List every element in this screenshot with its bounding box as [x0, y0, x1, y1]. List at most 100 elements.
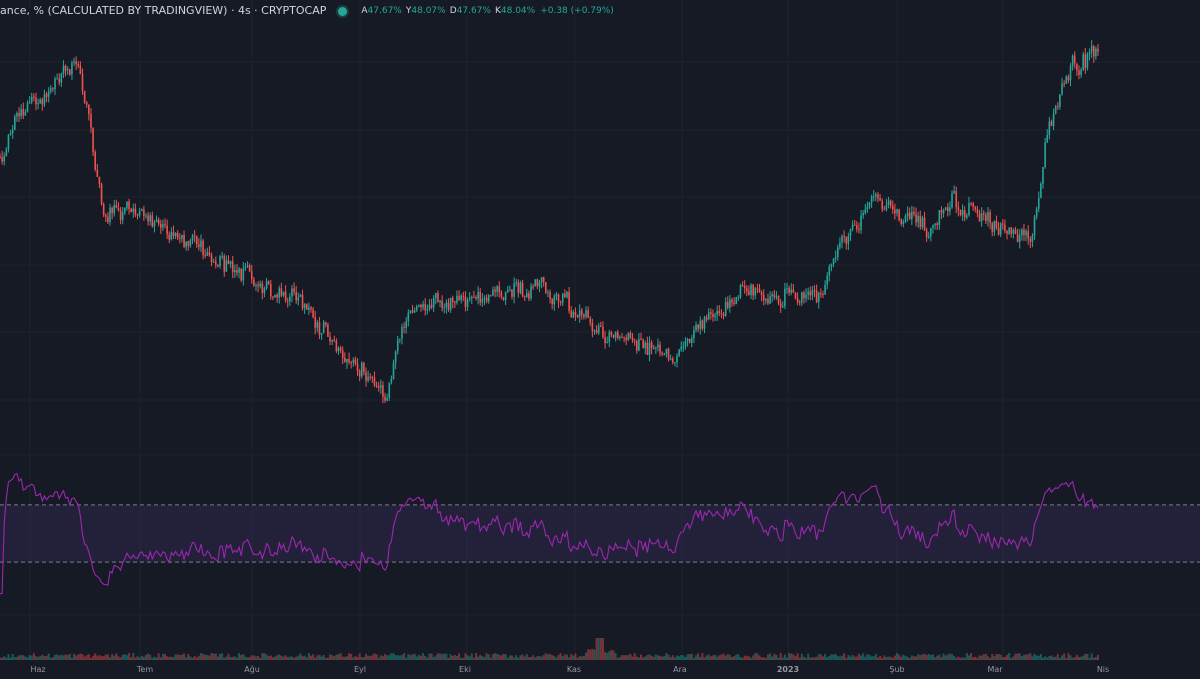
time-axis-label[interactable]: Eki [459, 665, 471, 674]
candle-body [1037, 197, 1040, 209]
volume-bar [538, 655, 541, 660]
volume-bar [796, 653, 799, 660]
candle-body [41, 99, 44, 105]
candle-body [168, 234, 171, 240]
time-axis-label[interactable]: Ara [673, 665, 687, 674]
volume-pane[interactable] [0, 638, 1099, 660]
time-axis-label[interactable]: Eyl [354, 665, 366, 674]
volume-bar [405, 657, 408, 660]
candle-body [631, 337, 634, 341]
volume-bar [1063, 653, 1066, 660]
time-axis-label[interactable]: Tem [136, 665, 153, 674]
volume-bar [223, 657, 226, 660]
candle-body [1057, 106, 1059, 108]
volume-bar [631, 656, 634, 660]
candle-body [1046, 135, 1049, 143]
candle-body [384, 396, 386, 401]
rsi-pane[interactable] [0, 472, 1200, 595]
candle-body [1073, 55, 1076, 64]
candle-body [128, 201, 130, 209]
time-axis[interactable]: Haz Tem Ağu Eyl Eki Kas Ara 2023 Şub Mar Nis [30, 665, 1109, 674]
candle-body [60, 73, 63, 83]
volume-bar [367, 655, 370, 660]
candle-body [98, 176, 101, 184]
volume-bar [434, 655, 437, 660]
candle-body [282, 291, 285, 296]
candle-body [792, 289, 795, 293]
volume-bar [504, 654, 507, 660]
candle-body [902, 221, 905, 225]
volume-bar [316, 655, 319, 660]
volume-bar [819, 654, 822, 660]
candle-body [5, 149, 8, 156]
candle-body [682, 346, 685, 348]
candle-body [995, 220, 998, 228]
candle-body [236, 270, 238, 273]
candle-body [726, 302, 729, 308]
time-axis-label[interactable]: Nis [1097, 665, 1109, 674]
candle-body [595, 329, 598, 333]
candle-body [538, 282, 541, 287]
candle-body [1021, 229, 1023, 236]
candle-body [113, 204, 116, 214]
volume-bar [523, 656, 526, 660]
time-axis-label[interactable]: Ağu [244, 665, 260, 674]
candle-body [369, 376, 372, 378]
volume-bar [358, 653, 361, 660]
volume-bar [714, 654, 717, 660]
symbol-title[interactable]: ance, % (CALCULATED BY TRADINGVIEW) · 4s… [0, 4, 327, 17]
volume-bar [851, 655, 854, 660]
time-axis-label[interactable]: 2023 [777, 665, 799, 674]
candle-body [22, 109, 25, 116]
volume-bar [197, 655, 200, 660]
series-legend[interactable]: ance, % (CALCULATED BY TRADINGVIEW) · 4s… [0, 4, 614, 18]
volume-bar [70, 657, 73, 660]
candle-body [1, 157, 3, 162]
volume-bar [439, 653, 442, 660]
time-axis-label[interactable]: Haz [30, 665, 45, 674]
volume-bar [527, 657, 530, 660]
candle-body [1025, 231, 1027, 236]
time-axis-label[interactable]: Şub [889, 665, 904, 674]
candle-body [341, 350, 344, 359]
candle-body [574, 312, 577, 316]
candle-body [380, 385, 382, 388]
volume-bar [982, 654, 985, 660]
candle-body [92, 127, 94, 153]
volume-bar [667, 654, 670, 660]
candle-body [841, 235, 843, 243]
volume-bar [26, 657, 29, 660]
volume-bar [917, 654, 920, 660]
candle-body [37, 103, 39, 105]
volume-bar [1037, 655, 1040, 660]
candle-body [879, 198, 881, 201]
volume-bar [1058, 657, 1061, 660]
candle-body [511, 289, 513, 297]
candle-body [847, 236, 850, 244]
volume-bar [549, 654, 552, 660]
candle-body [663, 353, 666, 355]
volume-bar [876, 657, 879, 660]
candle-body [629, 332, 632, 338]
candle-body [149, 215, 152, 222]
volume-bar [121, 654, 124, 660]
volume-bar [642, 657, 645, 660]
volume-bar [777, 657, 780, 660]
volume-bar [927, 654, 930, 660]
volume-bar [502, 653, 505, 660]
candle-body [982, 213, 985, 215]
candle-body [703, 317, 706, 329]
volume-bar [166, 656, 169, 660]
price-pane[interactable] [0, 40, 1099, 404]
time-axis-label[interactable]: Mar [987, 665, 1003, 674]
candle-body [7, 134, 10, 150]
time-axis-label[interactable]: Kas [567, 665, 581, 674]
volume-bar [568, 657, 571, 660]
candle-body [697, 324, 699, 329]
candle-body [47, 91, 50, 97]
candle-body [96, 169, 99, 177]
candle-body [504, 292, 507, 301]
volume-bar [396, 655, 399, 660]
